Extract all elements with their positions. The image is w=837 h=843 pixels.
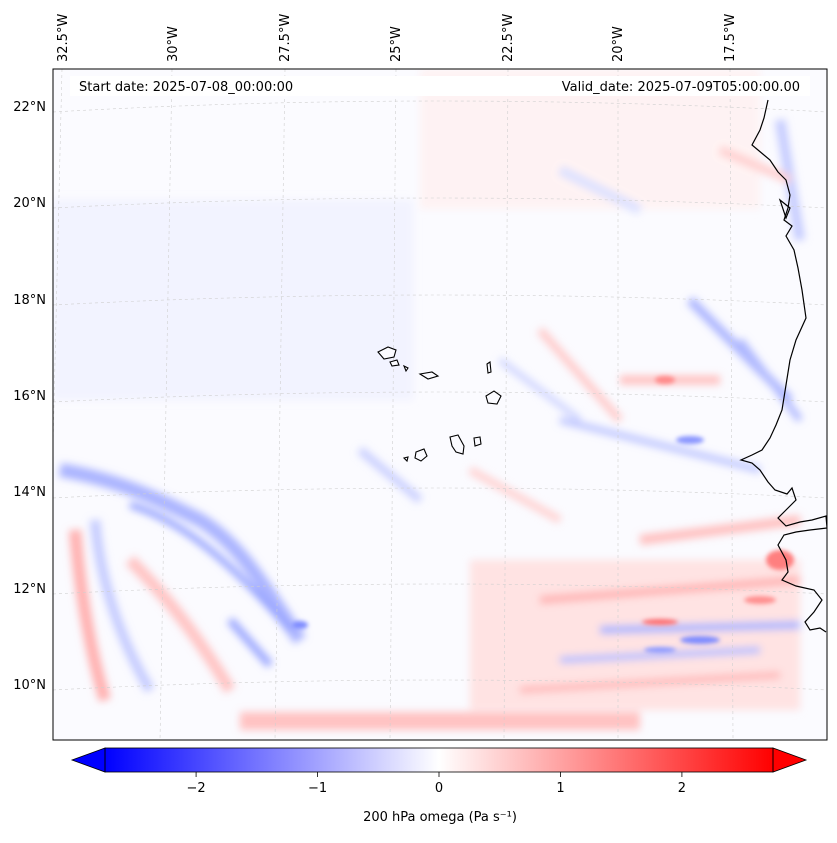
lat-label-12n: 12°N — [13, 582, 46, 597]
longitude-labels: 32.5°W 30°W 27.5°W 25°W 22.5°W 20°W 17.5… — [56, 14, 738, 62]
colorbar-label: 200 hPa omega (Pa s⁻¹) — [363, 810, 517, 825]
title-band — [70, 76, 810, 96]
island-maio — [473, 436, 482, 447]
lat-label-10n: 10°N — [13, 678, 46, 693]
island-santo-antao — [377, 346, 397, 360]
lon-label-30w: 30°W — [166, 26, 181, 62]
island-fogo — [414, 448, 428, 462]
map-panel: Start date: 2025-07-08_00:00:00 Valid_da… — [53, 69, 827, 740]
coast-inlet — [778, 198, 791, 220]
lon-label-17-5w: 17.5°W — [723, 14, 738, 62]
coastline — [739, 99, 827, 633]
colorbar-tick-label: 0 — [435, 781, 443, 796]
colorbar-tick-label: 1 — [556, 781, 564, 796]
colorbar-tick-label: −2 — [187, 781, 206, 796]
island-sao-nicolau — [418, 371, 440, 380]
island-santa-luzia — [402, 364, 409, 373]
colorbar-gradient — [105, 748, 773, 772]
africa-coast — [739, 99, 827, 633]
omega-field — [53, 69, 805, 730]
lat-label-20n: 20°N — [13, 196, 46, 211]
island-sao-vicente — [389, 359, 400, 367]
map-frame — [52, 68, 828, 741]
lat-label-16n: 16°N — [13, 389, 46, 404]
colorbar-max-arrow — [772, 747, 808, 773]
colorbar-tick-label: −1 — [308, 781, 327, 796]
colorbar-min-arrow — [70, 747, 106, 773]
latitude-labels: 22°N 20°N 18°N 16°N 14°N 12°N 10°N — [13, 100, 46, 693]
lon-label-32-5w: 32.5°W — [56, 14, 71, 62]
island-brava — [402, 456, 409, 463]
graticule — [53, 69, 827, 740]
lon-label-22-5w: 22.5°W — [501, 14, 516, 62]
colorbar-ticks: −2 −1 0 1 2 — [187, 772, 686, 796]
lat-label-22n: 22°N — [13, 100, 46, 115]
lon-label-20w: 20°W — [611, 26, 626, 62]
lat-label-14n: 14°N — [13, 485, 46, 500]
colorbar: −2 −1 0 1 2 200 hPa omega (Pa s⁻¹) — [70, 747, 808, 825]
lon-label-25w: 25°W — [389, 26, 404, 62]
island-sal — [486, 361, 492, 374]
start-date-label: Start date: 2025-07-08_00:00:00 — [79, 80, 293, 95]
lat-label-18n: 18°N — [13, 293, 46, 308]
lon-label-27-5w: 27.5°W — [278, 14, 293, 62]
cape-verde-islands — [377, 346, 502, 463]
island-santiago — [449, 434, 465, 455]
island-boa-vista — [485, 390, 502, 405]
valid-date-label: Valid_date: 2025-07-09T05:00:00.00 — [562, 80, 800, 95]
colorbar-tick-label: 2 — [678, 781, 686, 796]
